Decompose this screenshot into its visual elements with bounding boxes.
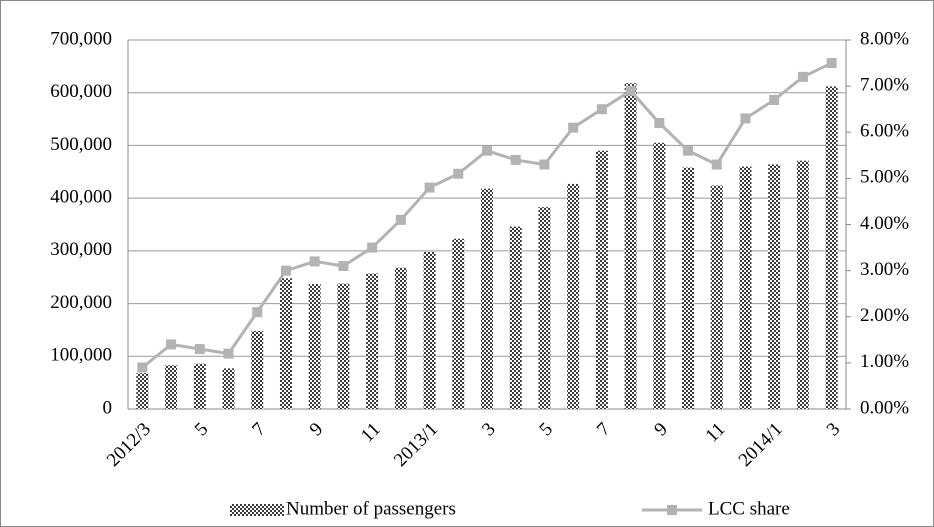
- y2-tick-label: 7.00%: [860, 74, 909, 95]
- line-marker: [568, 122, 579, 133]
- y2-tick-label: 8.00%: [860, 28, 909, 49]
- line-marker: [137, 362, 148, 373]
- bar: [595, 150, 608, 409]
- line-marker: [424, 182, 435, 193]
- y2-tick-label: 5.00%: [860, 167, 909, 188]
- bar: [394, 267, 407, 409]
- bar: [768, 164, 781, 409]
- bar: [739, 166, 752, 409]
- bar: [567, 183, 580, 409]
- line-marker: [683, 145, 694, 156]
- bar: [509, 226, 522, 409]
- y-tick-label: 500,000: [50, 134, 112, 155]
- line-marker: [740, 113, 751, 124]
- y-tick-label: 400,000: [50, 187, 112, 208]
- bar: [222, 368, 235, 409]
- y-tick-label: 100,000: [50, 345, 112, 366]
- bar: [279, 278, 292, 409]
- line-marker: [367, 242, 378, 253]
- line-marker: [539, 159, 550, 170]
- line-marker: [797, 71, 808, 82]
- line-marker: [280, 265, 291, 276]
- line-marker: [596, 104, 607, 115]
- line-marker: [194, 344, 205, 355]
- y-tick-label: 300,000: [50, 239, 112, 260]
- legend-label: LCC share: [708, 498, 790, 519]
- line-marker: [252, 307, 263, 318]
- line-marker: [223, 348, 234, 359]
- bar: [308, 284, 321, 409]
- line-marker: [654, 118, 665, 129]
- bar: [165, 365, 178, 409]
- y2-tick-label: 3.00%: [860, 259, 909, 280]
- y-tick-label: 600,000: [50, 81, 112, 102]
- line-marker: [166, 339, 177, 350]
- bar: [481, 188, 493, 409]
- y2-tick-label: 1.00%: [860, 351, 909, 372]
- y2-tick-label: 0.00%: [860, 397, 909, 418]
- legend-swatch: [230, 504, 284, 516]
- line-marker: [625, 85, 636, 96]
- bar: [538, 207, 551, 409]
- bar: [337, 283, 350, 409]
- y2-tick-label: 4.00%: [860, 213, 909, 234]
- bar: [452, 238, 465, 409]
- bar: [366, 273, 379, 409]
- y-tick-label: 200,000: [50, 292, 112, 313]
- bar: [796, 160, 809, 409]
- line-marker: [826, 58, 837, 69]
- line-marker: [711, 159, 722, 170]
- bar: [624, 83, 637, 410]
- bar: [136, 373, 149, 409]
- line-marker: [395, 214, 406, 225]
- line-marker: [482, 145, 492, 156]
- legend-swatch: [667, 505, 677, 515]
- line-marker: [769, 94, 780, 105]
- y2-tick-label: 6.00%: [860, 121, 909, 142]
- line-marker: [309, 256, 320, 267]
- bar: [653, 142, 666, 410]
- y-tick-label: 700,000: [50, 28, 112, 49]
- line-marker: [338, 261, 349, 272]
- bar: [193, 363, 206, 409]
- bar: [682, 167, 695, 409]
- legend-label: Number of passengers: [286, 498, 456, 519]
- bar: [423, 251, 436, 409]
- bar: [825, 86, 838, 409]
- bar: [710, 185, 723, 409]
- line-marker: [453, 168, 464, 179]
- line-marker: [510, 154, 521, 165]
- y-tick-label: 0: [103, 397, 113, 418]
- bar: [251, 330, 264, 409]
- y2-tick-label: 2.00%: [860, 305, 909, 326]
